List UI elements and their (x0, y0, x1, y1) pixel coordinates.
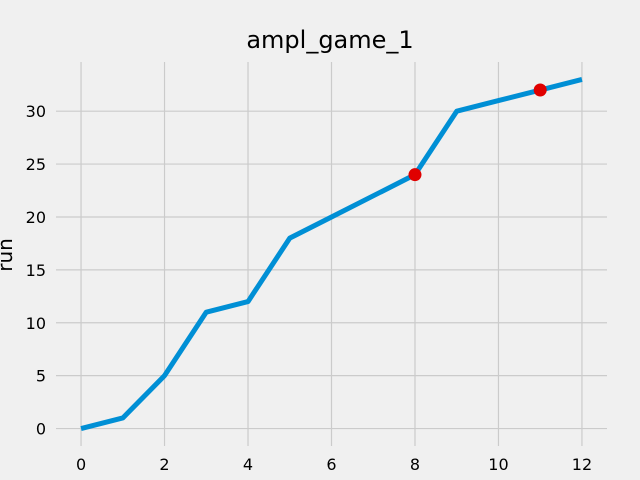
y-tick-label: 20 (26, 208, 46, 227)
x-tick-label: 4 (243, 455, 253, 474)
x-tick-label: 12 (572, 455, 592, 474)
y-tick-label: 0 (36, 420, 46, 439)
grid-lines (56, 62, 607, 446)
y-tick-label: 5 (36, 367, 46, 386)
x-tick-label: 0 (76, 455, 86, 474)
series-lines (80, 77, 583, 431)
y-tick-label: 30 (26, 102, 46, 121)
y-tick-label: 25 (26, 155, 46, 174)
y-axis-label: run (0, 238, 17, 272)
highlight-markers (408, 83, 547, 182)
x-tick-label: 10 (488, 455, 508, 474)
series-line (80, 77, 583, 431)
y-tick-label: 10 (26, 314, 46, 333)
y-tick-labels: 0 5 10 15 20 25 30 (26, 102, 46, 438)
x-tick-labels: 0 2 4 6 8 10 12 (76, 455, 592, 474)
highlight-point (533, 83, 547, 97)
x-tick-label: 6 (326, 455, 336, 474)
x-tick-label: 2 (159, 455, 169, 474)
x-tick-label: 8 (410, 455, 420, 474)
chart-title: ampl_game_1 (246, 26, 413, 54)
y-tick-label: 15 (26, 261, 46, 280)
highlight-point (408, 168, 422, 182)
